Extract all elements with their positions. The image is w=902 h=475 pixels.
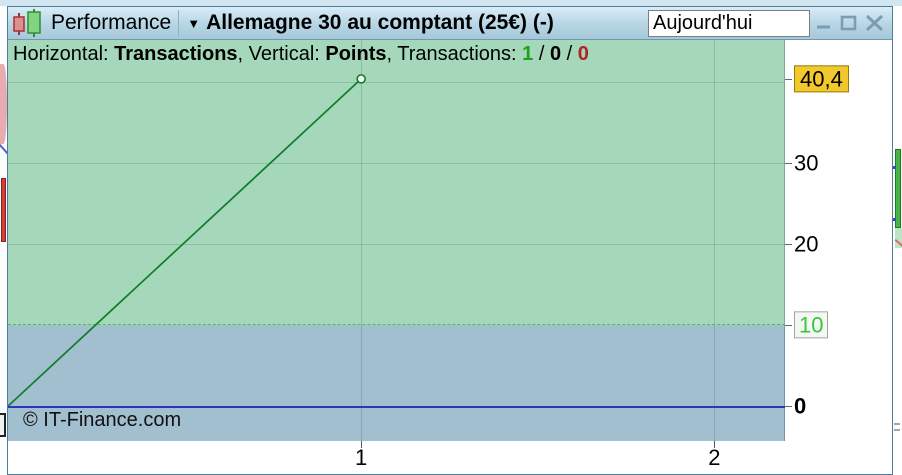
desktop-top-strip [0, 0, 902, 6]
timeframe-input[interactable] [648, 9, 810, 37]
close-button[interactable] [863, 13, 887, 33]
background-window-left-edge[interactable] [0, 6, 7, 475]
transactions-wins: 1 [522, 43, 534, 65]
background-red-shape [0, 64, 7, 144]
transactions-label: Transactions: [397, 43, 523, 65]
close-icon [865, 14, 884, 32]
chevron-down-icon: ▼ [187, 15, 201, 31]
plot-area[interactable]: Horizontal: Transactions, Vertical: Poin… [8, 40, 785, 441]
performance-line [8, 78, 362, 407]
transactions-losses: 0 [577, 43, 589, 65]
background-blue-tick [893, 166, 896, 169]
performance-line-chart [8, 74, 366, 407]
grid-layer [8, 40, 785, 441]
maximize-icon [840, 15, 857, 31]
performance-window: Performance ▼ Allemagne 30 au comptant (… [7, 6, 893, 475]
y-axis-label-40-4: 40,4 [794, 65, 849, 93]
y-axis-label-0: 0 [794, 393, 807, 419]
transactions-breakeven: 0 [549, 43, 562, 65]
chart-region[interactable]: Horizontal: Transactions, Vertical: Poin… [8, 40, 891, 474]
vertical-label: Vertical: [248, 43, 326, 65]
horizontal-gridline [8, 163, 785, 165]
y-axis-tick [785, 163, 792, 165]
lower-zone [8, 325, 785, 441]
x-axis-tick [714, 441, 716, 448]
title-bar-separator [178, 10, 180, 36]
horizontal-gridline [8, 244, 785, 246]
instrument-title: Allemagne 30 au comptant (25€) (-) [206, 11, 554, 34]
zero-line [8, 406, 785, 408]
y-axis-label-30: 30 [794, 150, 819, 176]
background-tick-marks [894, 423, 900, 431]
x-axis-label: 2 [708, 445, 721, 470]
background-icon-fragment [0, 413, 6, 437]
slash: / [561, 43, 578, 65]
minimize-button[interactable] [813, 13, 835, 33]
separator: , [386, 43, 398, 65]
x-axis-label: 1 [355, 445, 368, 470]
background-green-candle [895, 149, 901, 228]
separator: , [237, 43, 249, 65]
background-blue-tick [893, 218, 896, 221]
chart-info-bar: Horizontal: Transactions, Vertical: Poin… [13, 43, 589, 66]
y-axis-tick [785, 406, 792, 408]
x-axis-tick [361, 441, 363, 448]
vertical-gridline [714, 40, 716, 441]
background-blue-line [0, 143, 7, 155]
background-green-area [895, 228, 902, 248]
instrument-selector[interactable]: ▼ Allemagne 30 au comptant (25€) (-) [187, 11, 554, 35]
horizontal-value: Transactions [114, 43, 238, 65]
horizontal-gridline [8, 82, 785, 84]
y-axis-tick [785, 78, 792, 80]
candlestick-chart-icon [12, 8, 46, 38]
threshold-dashed-line [8, 324, 785, 326]
y-axis-label-20: 20 [794, 231, 819, 257]
maximize-button[interactable] [838, 13, 860, 33]
y-axis: 40,4 30 20 10 0 [792, 40, 890, 441]
watermark: © IT-Finance.com [23, 409, 182, 431]
y-axis-tick [785, 244, 792, 246]
horizontal-label: Horizontal: [13, 43, 115, 65]
upper-zone [8, 40, 785, 326]
title-bar[interactable]: Performance ▼ Allemagne 30 au comptant (… [8, 7, 892, 40]
y-axis-tick [785, 325, 792, 327]
vertical-value: Points [325, 43, 387, 65]
tool-name-label: Performance [51, 11, 172, 34]
y-axis-label-10: 10 [794, 311, 829, 339]
background-red-candle [1, 178, 6, 242]
last-point-marker [356, 74, 366, 84]
minimize-icon [817, 25, 830, 29]
vertical-gridline [361, 40, 363, 441]
slash: / [533, 43, 550, 65]
background-window-right-edge[interactable] [893, 6, 902, 475]
